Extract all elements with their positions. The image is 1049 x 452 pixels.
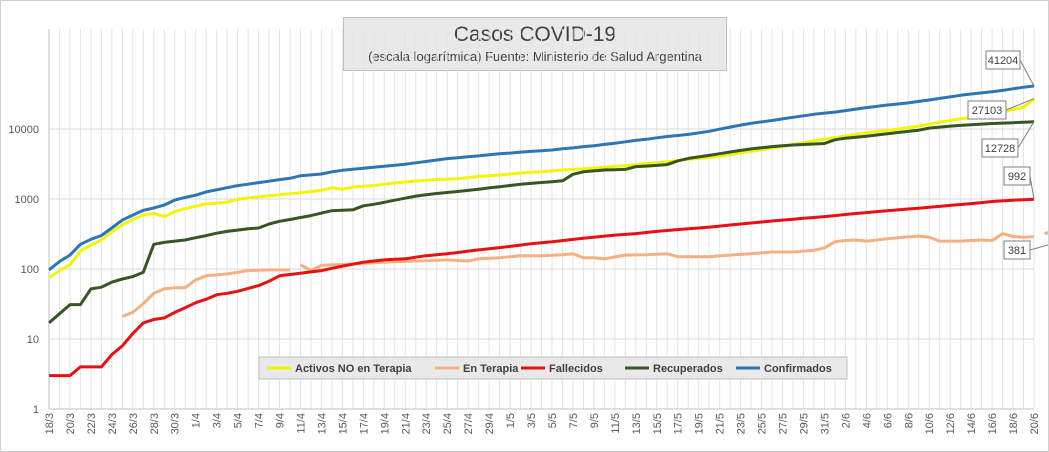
x-tick-label: 8/6 xyxy=(903,413,915,428)
x-tick-label: 15/5 xyxy=(652,413,664,434)
legend-entry: En Terapia xyxy=(463,363,519,375)
x-tick-label: 9/5 xyxy=(589,413,601,428)
callout-box xyxy=(1003,240,1031,260)
x-tick-label: 21/5 xyxy=(715,413,727,434)
data-label: 12728 xyxy=(985,143,1016,155)
x-tick-label: 7/4 xyxy=(254,413,266,428)
legend-entry: Confirmados xyxy=(764,363,832,375)
y-tick-label: 10000 xyxy=(8,124,39,136)
x-tick-label: 5/4 xyxy=(233,413,245,428)
callout-box xyxy=(1003,166,1031,186)
x-tick-label: 10/6 xyxy=(924,413,936,434)
x-tick-label: 17/5 xyxy=(673,413,685,434)
chart-title: Casos COVID-19 xyxy=(453,23,617,46)
callout-leader xyxy=(1005,98,1035,111)
x-tick-label: 19/5 xyxy=(694,413,706,434)
series-line-en-terapia xyxy=(1044,231,1048,236)
callout-leader xyxy=(1019,59,1035,87)
chart-title-box: Casos COVID-19 (escala logarítmica) Fuen… xyxy=(343,17,727,71)
data-label: 27103 xyxy=(972,105,1003,117)
y-tick-label: 1000 xyxy=(15,194,39,206)
series-line-en-terapia xyxy=(121,268,290,318)
x-tick-label: 2/6 xyxy=(840,413,852,428)
callout-leader xyxy=(1029,244,1048,251)
x-tick-label: 17/4 xyxy=(358,413,370,434)
x-tick-label: 13/4 xyxy=(316,413,328,434)
x-tick-label: 30/3 xyxy=(170,413,182,434)
x-tick-label: 12/6 xyxy=(945,413,957,434)
series-line-fallecidos xyxy=(49,197,1035,378)
x-tick-label: 11/5 xyxy=(610,413,622,434)
data-label: 41204 xyxy=(988,55,1019,67)
callout-leader xyxy=(1029,175,1035,200)
x-tick-label: 7/5 xyxy=(568,413,580,428)
x-tick-label: 26/3 xyxy=(128,413,140,434)
x-tick-label: 18/6 xyxy=(1008,413,1020,434)
x-tick-label: 31/5 xyxy=(819,413,831,434)
y-tick-label: 100 xyxy=(21,264,39,276)
x-tick-label: 22/3 xyxy=(86,413,98,434)
x-tick-label: 27/4 xyxy=(463,413,475,434)
x-tick-label: 23/5 xyxy=(736,413,748,434)
callout-box xyxy=(981,138,1019,158)
chart-subtitle: (escala logarítmica) Fuente: Ministerio … xyxy=(368,49,702,64)
x-tick-label: 1/5 xyxy=(505,413,517,428)
data-label: 381 xyxy=(1008,245,1026,257)
legend-entry: Activos NO en Terapia xyxy=(295,363,412,375)
x-tick-label: 3/4 xyxy=(212,413,224,428)
data-label: 992 xyxy=(1008,171,1026,183)
x-tick-label: 6/6 xyxy=(882,413,894,428)
legend-entry: Fallecidos xyxy=(549,363,603,375)
series-line-activos-no-en-terapia xyxy=(48,97,1035,279)
x-tick-label: 25/4 xyxy=(442,413,454,434)
x-tick-label: 16/6 xyxy=(987,413,999,434)
x-tick-label: 15/4 xyxy=(337,413,349,434)
callout-box xyxy=(967,100,1007,120)
x-tick-label: 20/3 xyxy=(65,413,77,434)
x-tick-label: 29/5 xyxy=(798,413,810,434)
x-tick-label: 1/4 xyxy=(191,413,203,428)
series-line-en-terapia xyxy=(299,232,1035,273)
x-tick-label: 25/5 xyxy=(757,413,769,434)
x-tick-label: 20/6 xyxy=(1029,413,1041,434)
x-tick-label: 11/4 xyxy=(295,413,307,434)
series-line-recuperados xyxy=(48,120,1035,325)
y-tick-label: 1 xyxy=(33,404,39,416)
x-tick-label: 28/3 xyxy=(149,413,161,434)
x-tick-label: 9/4 xyxy=(275,413,287,428)
x-tick-label: 21/4 xyxy=(400,413,412,434)
callout-box xyxy=(985,50,1021,70)
legend-box xyxy=(258,356,848,380)
series-line-confirmados xyxy=(48,84,1035,272)
x-tick-label: 24/3 xyxy=(107,413,119,434)
x-tick-label: 4/6 xyxy=(861,413,873,428)
callout-leader xyxy=(1017,121,1035,149)
x-tick-label: 3/5 xyxy=(526,413,538,428)
y-tick-label: 10 xyxy=(27,334,39,346)
x-tick-label: 5/5 xyxy=(547,413,559,428)
x-tick-label: 29/4 xyxy=(484,413,496,434)
x-tick-label: 13/5 xyxy=(631,413,643,434)
x-tick-label: 19/4 xyxy=(379,413,391,434)
x-tick-label: 27/5 xyxy=(778,413,790,434)
x-tick-label: 14/6 xyxy=(966,413,978,434)
legend-entry: Recuperados xyxy=(653,363,723,375)
x-tick-label: 18/3 xyxy=(44,413,56,434)
x-tick-label: 23/4 xyxy=(421,413,433,434)
